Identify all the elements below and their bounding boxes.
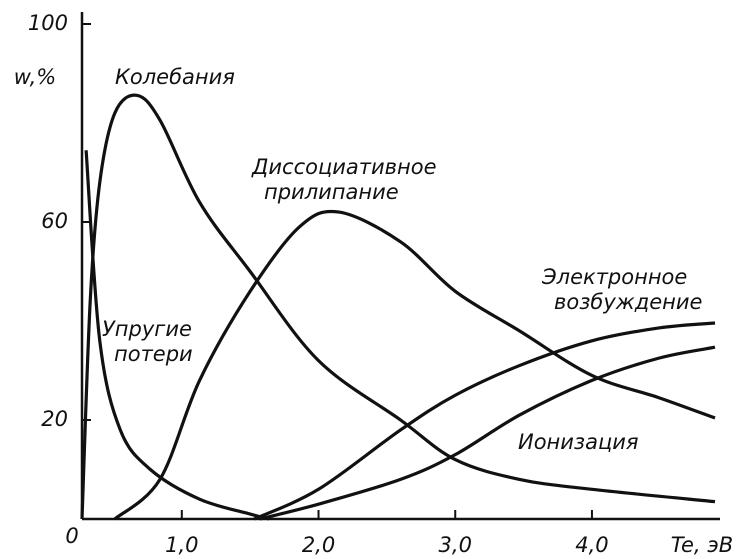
x-tick-label: 4,0 [575, 533, 608, 557]
x-axis-label: Te, эВ [671, 533, 733, 557]
line [84, 150, 270, 521]
curve-label: возбуждение [554, 290, 702, 314]
y-axis-label: w,% [14, 65, 56, 89]
curve-label: прилипание [264, 180, 399, 204]
x-tick-label: 3,0 [439, 533, 472, 557]
line [113, 209, 716, 521]
origin-label: 0 [65, 524, 78, 548]
x-tick-label: 2,0 [302, 533, 335, 557]
curve-label: Диссоциативное [251, 155, 437, 179]
curve-label: потери [114, 342, 193, 366]
y-tick-label: 20 [41, 407, 68, 431]
curve-label: Ионизация [518, 430, 639, 454]
line [80, 93, 716, 520]
line [253, 321, 716, 521]
curve-label: Упругие [102, 317, 192, 341]
curve-label: Электронное [541, 265, 687, 289]
y-tick-label: 100 [28, 11, 68, 35]
x-tick-label: 1,0 [165, 533, 198, 557]
y-tick-label: 60 [41, 209, 68, 233]
line [259, 345, 716, 521]
curve-label: Колебания [115, 65, 235, 89]
